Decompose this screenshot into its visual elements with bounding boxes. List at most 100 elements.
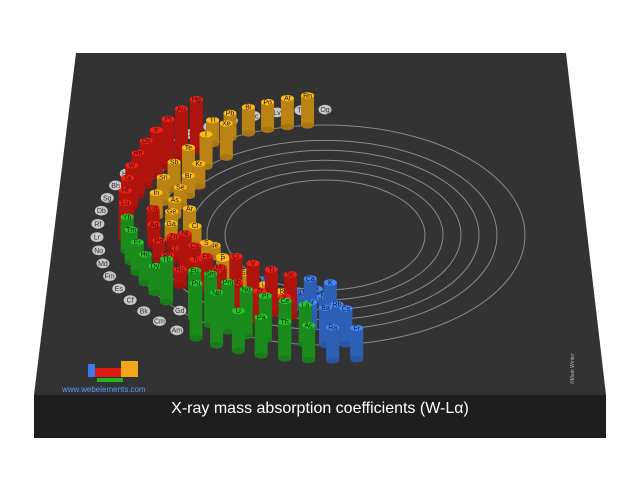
element-ho: Ho [138,251,152,287]
bar-base [210,342,224,349]
element-bh: Bh [109,180,123,191]
bar-label: Cr [232,253,240,260]
element-no: No [92,245,106,256]
bar-cap [206,116,220,124]
bar-body [301,95,315,126]
bar-label: Ge [167,209,176,216]
logo-s-block [88,364,95,377]
empty-marker [90,232,104,242]
bar-label: Ti [269,267,275,274]
empty-marker [94,205,108,216]
bar-base [221,327,235,335]
bar-base [241,130,255,137]
empty-marker [92,245,106,256]
bar-cap [298,301,312,309]
element-ru: Ru [173,266,187,290]
bar-cap [178,230,192,237]
bar-label: Ru [176,267,185,274]
bar-label: Ni [182,231,189,238]
element-at: At [280,94,294,131]
bar-cap [174,105,188,112]
bar-cap [199,131,213,138]
bar-body [138,254,152,284]
bar-cap [168,196,182,203]
bar-cap [139,137,153,144]
bar-label: Hg [192,97,201,104]
bar-cap [254,313,268,321]
bar-base [219,154,233,161]
bar-cap [192,160,206,167]
bar-cap [258,292,272,299]
bar-label: Ra [328,325,337,332]
bar-label: La [301,302,309,309]
chart-title: X-ray mass absorption coefficients (W-Lα… [171,400,469,417]
bar-cap [189,95,203,103]
element-bars: OgTsLvMcFlRnNhAtPoBiCnPbRgTlHgDsXeAuMtIP… [90,92,364,364]
bar-cap [188,267,202,274]
logo-d-block [95,368,121,377]
bar-label: Sn [159,174,168,181]
element-sg: Sg [100,192,114,203]
bar-label: Ag [150,222,159,229]
bar-label: Au [177,106,186,113]
bar-cap [216,255,230,262]
empty-marker [112,283,126,294]
element-cf: Cf [123,295,137,306]
element-np: Np [210,289,224,349]
bar-cap [253,287,267,294]
bar-cap [146,205,160,212]
empty-label: Og [320,107,329,114]
bar-label: At [284,96,291,103]
bar-cap [339,305,353,312]
bar-body [280,98,294,127]
bar-label: Se [176,185,185,192]
bar-label: Sc [286,272,295,279]
element-cs: Cs [339,305,353,348]
bar-label: Pt [165,116,172,123]
bar-cap [261,98,275,106]
bar-cap [156,173,170,181]
empty-marker [173,305,187,316]
bar-label: Pr [262,293,270,300]
bar-cap [278,318,292,326]
empty-label: Cf [127,298,134,305]
bar-cap [278,297,292,304]
bar-label: Ho [141,252,150,259]
element-kr: Kr [192,160,206,190]
bar-label: Th [281,319,289,326]
element-bk: Bk [137,306,151,316]
bar-base [160,298,174,306]
bar-label: Er [134,240,142,247]
bar-cap [131,149,145,156]
bar-cap [229,252,243,260]
bar-base [326,357,340,364]
bar-label: Ar [186,206,194,213]
bar-cap [121,174,135,182]
bar-label: Tl [210,117,216,124]
bar-body [339,308,353,345]
empty-label: Md [98,261,108,268]
bar-cap [152,237,166,244]
bar-base [339,341,353,348]
bar-cap [125,162,139,169]
element-fr: Fr [350,324,364,363]
bar-cap [189,255,203,263]
element-rn: Rn [301,92,315,129]
bar-cap [199,239,213,246]
element-am: Am [170,325,184,336]
bar-cap [183,205,197,212]
bar-label: Cs [342,306,351,313]
bar-label: Ne [210,243,219,250]
bar-body [199,134,213,167]
bar-cap [181,144,195,151]
bar-label: Pa [257,314,266,321]
bar-label: Hf [122,188,129,195]
bar-base [278,355,292,362]
element-pa: Pa [254,313,268,359]
bar-body [254,316,268,356]
element-u: U [231,307,245,355]
empty-label: Lv [273,110,281,117]
empty-label: Lr [94,235,101,242]
bar-body [173,269,187,287]
element-es: Es [112,283,126,294]
